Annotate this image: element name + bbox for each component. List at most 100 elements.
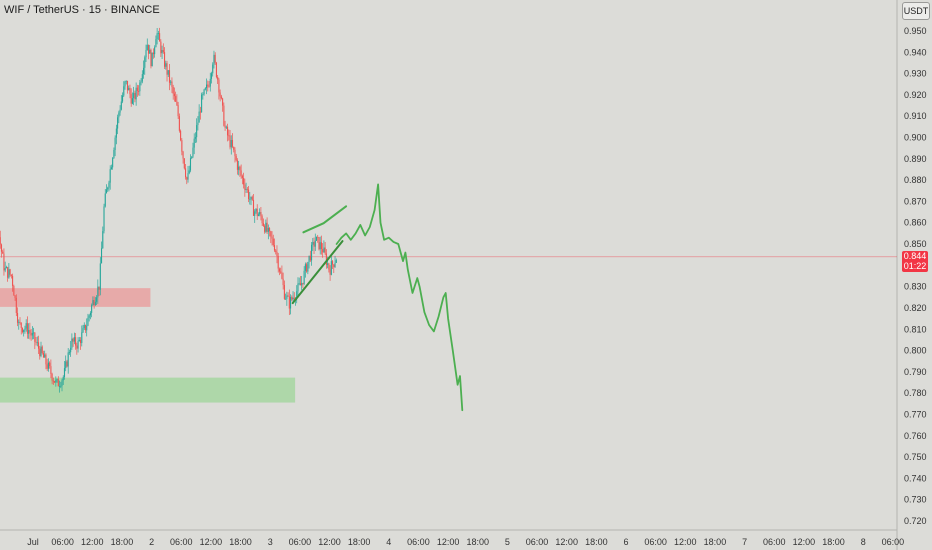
candle-body xyxy=(108,182,110,188)
candle-body xyxy=(30,332,32,336)
wedge-upper-trendline[interactable] xyxy=(302,205,348,234)
candle-body xyxy=(192,147,194,157)
candle-body xyxy=(182,151,184,159)
projected-price-path[interactable] xyxy=(335,183,464,412)
candle-body xyxy=(125,80,127,82)
candle-body xyxy=(96,297,98,302)
candle-body xyxy=(98,286,100,290)
candle-body xyxy=(250,196,252,199)
candle-body xyxy=(176,101,178,106)
candle-body xyxy=(248,189,250,200)
candle-body xyxy=(44,354,46,358)
currency-button[interactable]: USDT xyxy=(902,2,930,20)
x-tick-label: 18:00 xyxy=(585,537,608,547)
y-tick-label: 0.950 xyxy=(904,26,927,36)
y-tick-label: 0.780 xyxy=(904,388,927,398)
y-tick-label: 0.870 xyxy=(904,196,927,206)
candle-body xyxy=(124,81,126,87)
candle-body xyxy=(67,352,69,367)
candle-body xyxy=(141,74,143,82)
y-tick-label: 0.940 xyxy=(904,47,927,57)
x-tick-label: 3 xyxy=(268,537,273,547)
candle-body xyxy=(126,80,129,91)
candle-body xyxy=(233,146,235,150)
candle-body xyxy=(160,41,162,54)
candle-body xyxy=(314,240,316,247)
y-tick-label: 0.890 xyxy=(904,154,927,164)
candle-body xyxy=(186,177,188,180)
candle-body xyxy=(210,73,213,79)
candle-body xyxy=(109,169,111,183)
candle-body xyxy=(304,264,306,271)
x-tick-label: 2 xyxy=(149,537,154,547)
candle-body xyxy=(36,342,38,344)
candle-body xyxy=(52,380,54,382)
candle-body xyxy=(325,253,327,265)
candle-body xyxy=(133,92,135,99)
x-tick-label: 4 xyxy=(386,537,391,547)
candle-body xyxy=(28,329,30,334)
candle-body xyxy=(142,67,145,75)
x-tick-label: 12:00 xyxy=(81,537,104,547)
candle-body xyxy=(228,135,230,137)
candle-body xyxy=(151,52,153,67)
wedge-lower-trendline[interactable] xyxy=(291,240,344,305)
candle-body xyxy=(63,368,66,377)
candle-body xyxy=(256,208,258,216)
candle-body xyxy=(159,33,161,42)
candle-body xyxy=(302,282,304,284)
candle-body xyxy=(138,91,140,92)
candle-body xyxy=(293,297,295,300)
candle-body xyxy=(171,81,173,88)
candle-body xyxy=(150,49,152,67)
candle-body xyxy=(55,379,57,383)
candle-body xyxy=(188,170,190,174)
candle-body xyxy=(208,86,210,88)
candle-body xyxy=(313,241,315,247)
candle-body xyxy=(60,385,62,387)
candle-body xyxy=(201,94,203,113)
candle-body xyxy=(213,54,215,65)
candle-body xyxy=(187,173,189,180)
x-tick-label: 06:00 xyxy=(289,537,312,547)
candle-body xyxy=(134,92,136,100)
candle-body xyxy=(97,286,99,298)
candle-body xyxy=(254,211,256,216)
candle-body xyxy=(286,295,288,299)
candle-body xyxy=(303,270,305,284)
candle-body xyxy=(112,158,114,168)
candle-body xyxy=(261,216,263,224)
candle-body xyxy=(270,231,272,237)
candle-body xyxy=(320,242,322,250)
candle-body xyxy=(291,297,293,300)
candle-body xyxy=(206,84,208,89)
candle-body xyxy=(83,324,85,329)
x-tick-label: 06:00 xyxy=(644,537,667,547)
candle-body xyxy=(180,130,182,141)
x-tick-label: 18:00 xyxy=(111,537,134,547)
x-tick-label: Jul xyxy=(27,537,39,547)
candle-body xyxy=(105,189,108,194)
candle-body xyxy=(209,78,211,87)
candle-body xyxy=(241,175,243,178)
candle-body xyxy=(323,247,325,253)
candle-body xyxy=(66,361,68,367)
candle-body xyxy=(194,137,196,139)
candle-body xyxy=(14,295,16,298)
candle-body xyxy=(129,87,131,95)
candle-body xyxy=(34,332,36,342)
candle-body xyxy=(166,63,168,75)
y-tick-label: 0.810 xyxy=(904,324,927,334)
resistance-zone xyxy=(0,288,151,307)
candle-body xyxy=(292,297,294,300)
candle-body xyxy=(49,362,51,367)
candle-body xyxy=(13,285,15,296)
candle-body xyxy=(163,52,166,67)
candle-body xyxy=(23,329,25,332)
candle-body xyxy=(88,315,90,318)
candle-body xyxy=(173,93,175,97)
candle-body xyxy=(145,50,147,58)
candle-body xyxy=(78,339,80,342)
candle-body xyxy=(75,337,77,346)
